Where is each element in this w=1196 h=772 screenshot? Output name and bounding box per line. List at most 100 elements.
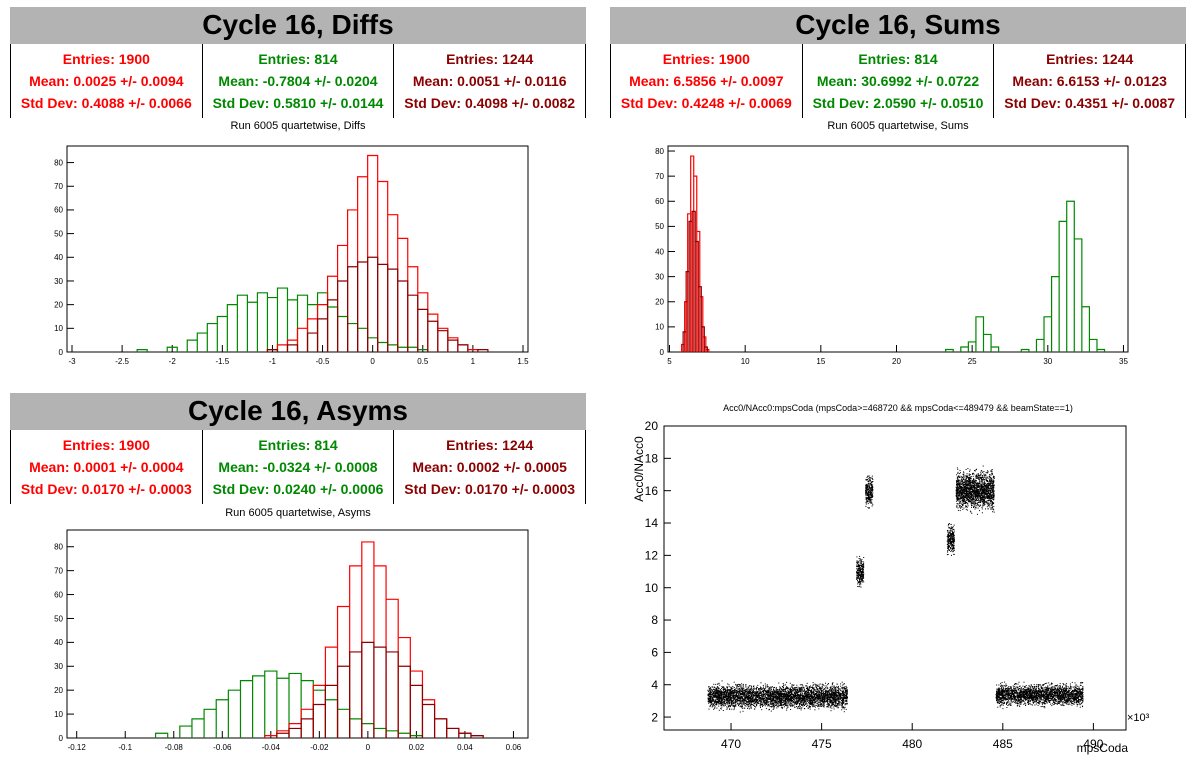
scatter-point — [816, 704, 818, 706]
scatter-point — [750, 693, 752, 695]
scatter-point — [811, 693, 813, 695]
scatter-point — [779, 687, 781, 689]
scatter-point — [778, 704, 780, 706]
scatter-point — [760, 704, 762, 706]
scatter-point — [773, 692, 775, 694]
scatter-point — [872, 484, 874, 486]
scatter-point — [767, 700, 769, 702]
scatter-point — [763, 692, 765, 694]
scatter-point — [732, 686, 734, 687]
scatter-point — [951, 530, 953, 532]
scatter-point — [808, 686, 810, 688]
scatter-point — [782, 703, 784, 705]
scatter-point — [835, 699, 837, 701]
scatter-point — [846, 687, 848, 688]
scatter-point — [718, 691, 719, 693]
scatter-point — [812, 692, 814, 694]
scatter-point — [798, 695, 800, 697]
scatter-point — [795, 694, 797, 696]
scatter-point — [800, 699, 802, 701]
scatter-point — [721, 687, 723, 689]
scatter-point — [866, 487, 868, 489]
scatter-point — [783, 689, 785, 691]
scatter-point — [866, 492, 868, 494]
scatter-point — [866, 483, 868, 485]
scatter-point — [821, 690, 823, 691]
scatter-point — [799, 689, 801, 691]
scatter-point — [831, 701, 833, 703]
scatter-point — [801, 699, 803, 700]
scatter-point — [947, 550, 949, 552]
scatter-point — [871, 489, 873, 491]
scatter-point — [845, 697, 847, 698]
scatter-point — [866, 478, 868, 480]
scatter-point — [773, 708, 775, 710]
scatter-point — [769, 699, 771, 701]
scatter-point — [829, 698, 831, 700]
scatter-point — [737, 689, 739, 691]
scatter-point — [752, 691, 754, 692]
scatter-point — [709, 698, 711, 700]
scatter-point — [783, 693, 785, 695]
scatter-point — [869, 489, 871, 491]
scatter-point — [785, 697, 787, 699]
scatter-point — [790, 699, 792, 701]
scatter-point — [841, 709, 843, 711]
scatter-point — [827, 683, 829, 684]
scatter-point — [766, 704, 767, 706]
scatter-point — [715, 701, 717, 703]
scatter-point — [865, 489, 867, 491]
scatter-point — [788, 701, 790, 703]
scatter-point — [744, 689, 746, 690]
scatter-point — [950, 529, 952, 531]
scatter-point — [751, 698, 753, 700]
scatter-point — [858, 562, 860, 563]
scatter-point — [809, 693, 811, 695]
scatter-point — [741, 699, 743, 701]
scatter-point — [754, 693, 756, 695]
scatter-point — [726, 700, 727, 702]
scatter-point — [779, 701, 781, 702]
scatter-point — [781, 695, 783, 697]
stat-std: Std Dev: 0.4098 +/- 0.0082 — [404, 95, 576, 111]
scatter-point — [843, 708, 845, 710]
scatter-point — [831, 685, 833, 687]
scatter-point — [812, 701, 814, 703]
scatter-point — [814, 693, 816, 694]
scatter-point — [784, 696, 786, 698]
scatter-point — [828, 692, 830, 694]
scatter-point — [742, 698, 744, 700]
scatter-point — [748, 703, 749, 705]
scatter-point — [832, 695, 834, 696]
scatter-point — [725, 690, 726, 692]
scatter-point — [794, 695, 796, 697]
scatter-point — [811, 703, 813, 705]
scatter-point — [714, 702, 716, 704]
scatter-point — [952, 542, 954, 544]
scatter-point — [949, 536, 951, 538]
scatter-point — [752, 689, 754, 691]
scatter-point — [860, 570, 861, 572]
scatter-point — [823, 703, 825, 705]
scatter-point — [953, 531, 955, 533]
scatter-point — [734, 692, 736, 694]
scatter-point — [787, 693, 789, 695]
scatter-point — [708, 691, 709, 693]
scatter-point — [747, 701, 749, 703]
scatter-point — [807, 695, 809, 697]
scatter-point — [740, 696, 742, 697]
scatter-point — [718, 699, 720, 701]
scatter-point — [952, 532, 954, 534]
scatter-point — [857, 583, 859, 585]
scatter-point — [827, 687, 829, 689]
scatter-point — [769, 708, 770, 710]
scatter-point — [716, 696, 718, 698]
scatter-point — [737, 696, 739, 698]
scatter-point — [742, 690, 744, 692]
scatter-point — [727, 698, 729, 699]
scatter-point — [859, 585, 861, 587]
scatter-point — [790, 703, 792, 705]
scatter-point — [846, 691, 848, 693]
scatter-point — [724, 690, 726, 692]
scatter-point — [830, 701, 832, 703]
